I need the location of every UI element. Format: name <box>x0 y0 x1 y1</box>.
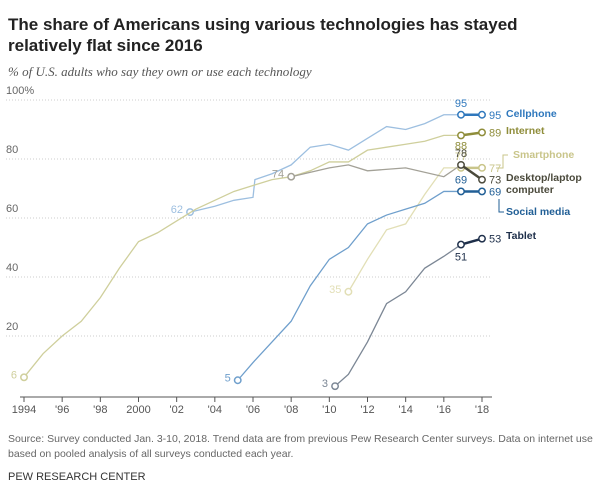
point <box>478 163 486 172</box>
point <box>287 172 296 181</box>
data-label: 77 <box>455 151 467 163</box>
x-tick-label: '98 <box>93 404 107 416</box>
point <box>478 234 486 243</box>
data-label: 53 <box>489 234 501 246</box>
x-tick-label: '02 <box>169 404 183 416</box>
legend-label: Cellphone <box>506 108 557 120</box>
point <box>457 160 465 169</box>
data-label: 5 <box>225 372 231 384</box>
point <box>457 131 465 140</box>
legend-label: Smartphone <box>513 149 575 161</box>
point <box>478 110 486 119</box>
leader <box>496 154 508 169</box>
credit: PEW RESEARCH CENTER <box>8 471 146 483</box>
data-label: 3 <box>322 378 328 390</box>
data-label: 95 <box>455 98 467 110</box>
point <box>457 240 465 249</box>
series-line <box>189 114 482 213</box>
series-line <box>23 131 483 378</box>
x-tick-label: '06 <box>246 404 260 416</box>
point <box>478 175 486 184</box>
y-tick-label: 80 <box>6 144 18 156</box>
chart-title: The share of Americans using various tec… <box>8 15 518 55</box>
point <box>20 373 28 382</box>
data-label: 69 <box>455 174 467 186</box>
chart: 20 40 60 80 100% 1994 '96 '98 2000 '02 '04 '06 '08 '1… <box>6 85 508 416</box>
series-line <box>237 190 482 381</box>
data-label: 88 <box>455 140 467 152</box>
data-label: 77 <box>489 163 501 175</box>
x-tick-label: '14 <box>398 404 412 416</box>
legend-label: Tablet <box>506 230 537 242</box>
point <box>457 187 465 196</box>
x-tick-label: '18 <box>475 404 489 416</box>
point <box>457 110 465 119</box>
data-label: 78 <box>455 148 467 160</box>
point <box>344 287 353 296</box>
source-note: Source: Survey conducted Jan. 3-10, 2018… <box>8 433 593 460</box>
legend-label: Social media <box>506 206 571 218</box>
data-label: 35 <box>329 284 341 296</box>
data-label: 89 <box>489 127 501 139</box>
recent-change <box>460 163 483 181</box>
chart-subtitle: % of U.S. adults who say they own or use… <box>8 64 312 79</box>
data-label: 74 <box>272 169 284 181</box>
x-tick-label: '12 <box>360 404 374 416</box>
data-label: 69 <box>489 186 501 198</box>
point <box>478 128 486 137</box>
point <box>478 187 486 196</box>
data-label: 6 <box>11 369 17 381</box>
x-tick-label: '04 <box>208 404 222 416</box>
series-line <box>334 238 483 387</box>
x-tick-label: '96 <box>55 404 69 416</box>
series-line <box>291 164 483 181</box>
x-tick-label: 2000 <box>126 404 150 416</box>
legend-label: Desktop/laptop computer <box>506 172 582 196</box>
x-tick-label: 1994 <box>12 404 36 416</box>
data-label: 73 <box>489 175 501 187</box>
leader <box>498 199 504 213</box>
legend-label: Internet <box>506 125 545 137</box>
y-tick-label: 40 <box>6 262 18 274</box>
y-tick-label: 100% <box>6 85 34 97</box>
x-tick-label: '08 <box>284 404 298 416</box>
data-label: 51 <box>455 252 467 264</box>
point <box>233 376 242 385</box>
data-label: 95 <box>489 110 501 122</box>
y-tick-label: 20 <box>6 321 18 333</box>
data-label: 62 <box>171 204 183 216</box>
x-tick-label: '16 <box>437 404 451 416</box>
y-tick-label: 60 <box>6 203 18 215</box>
point <box>331 382 340 391</box>
x-tick-label: '10 <box>322 404 336 416</box>
